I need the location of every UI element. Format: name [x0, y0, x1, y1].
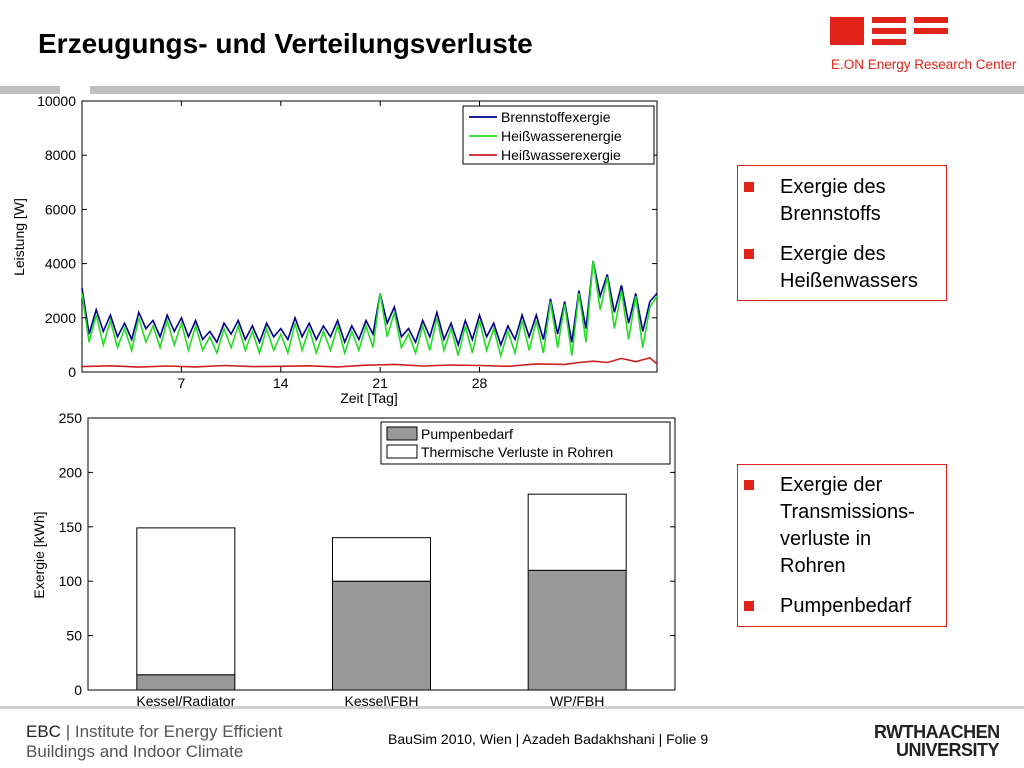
bullet-text: Pumpenbedarf [780, 595, 912, 617]
bullet-box-top: Exergie des Brennstoffs Exergie des Heiß… [737, 165, 947, 301]
x-tick-label: 28 [472, 375, 488, 391]
legend-swatch [386, 426, 418, 441]
footer-institute-line1: Institute for Energy Efficient [74, 722, 283, 741]
x-axis-label: Zeit [Tag] [340, 390, 398, 406]
logo-bar [872, 17, 906, 23]
logo-bar [914, 28, 948, 34]
legend-box [380, 421, 671, 465]
footer-ebc: EBC [26, 722, 61, 741]
bullet-square-icon [744, 182, 754, 192]
y-axis-label: Exergie [kWh] [31, 511, 47, 598]
rwth-logo-line1: RWTHAACHEN [874, 722, 1000, 742]
bullet-text: Exergie der Transmissions-verluste in Ro… [780, 474, 915, 577]
legend-label: Heißwasserenergie [501, 128, 622, 144]
x-tick-label: 21 [372, 375, 388, 391]
bullet-text: Exergie des Heißenwassers [780, 243, 918, 292]
bullet-item: Pumpenbedarf [738, 593, 946, 620]
footer-institute-line2: Buildings and Indoor Climate [26, 742, 244, 761]
header-divider [90, 86, 1024, 94]
bar-segment [527, 493, 627, 571]
rwth-logo: RWTHAACHEN UNIVERSITY [874, 722, 1002, 762]
x-tick-label: Kessel/Radiator [136, 693, 235, 709]
y-tick-label: 200 [59, 464, 83, 480]
logo-block [830, 17, 864, 45]
y-axis-label: Leistung [W] [11, 198, 27, 276]
footer-divider [0, 706, 1024, 709]
series-line [81, 260, 658, 359]
y-tick-label: 6000 [45, 201, 76, 217]
bullet-text: Exergie des Brennstoffs [780, 176, 886, 225]
y-tick-label: 100 [59, 573, 83, 589]
footer-institute: EBC | Institute for Energy Efficient Bui… [26, 722, 283, 761]
legend-swatch [386, 444, 418, 459]
header-divider [0, 86, 60, 94]
bullet-box-bottom: Exergie der Transmissions-verluste in Ro… [737, 464, 947, 627]
y-tick-label: 2000 [45, 310, 76, 326]
y-tick-label: 0 [68, 364, 76, 380]
logo-bar [872, 39, 906, 45]
legend-label: Thermische Verluste in Rohren [421, 444, 613, 460]
x-tick-label: Kessel\FBH [345, 693, 419, 709]
bullet-item: Exergie des Heißenwassers [738, 241, 946, 295]
bullet-item: Exergie des Brennstoffs [738, 174, 946, 228]
y-tick-label: 4000 [45, 256, 76, 272]
legend-label: Heißwasserexergie [501, 147, 621, 163]
bullet-square-icon [744, 601, 754, 611]
bar-segment [136, 527, 236, 676]
bar-segment [332, 537, 431, 582]
eon-logo [830, 17, 948, 45]
footer-caption: BauSim 2010, Wien | Azadeh Badakhshani |… [388, 731, 709, 747]
bar-segment [332, 580, 431, 691]
x-tick-label: 7 [177, 375, 185, 391]
y-tick-label: 50 [66, 628, 82, 644]
bullet-square-icon [744, 249, 754, 259]
y-tick-label: 0 [74, 682, 82, 698]
x-tick-label: WP/FBH [550, 693, 604, 709]
bar-segment [527, 569, 627, 691]
eon-logo-text: E.ON Energy Research Center [831, 57, 1017, 72]
x-tick-label: 14 [273, 375, 289, 391]
y-tick-label: 8000 [45, 147, 76, 163]
series-line [81, 260, 658, 348]
bullet-square-icon [744, 480, 754, 490]
legend-label: Pumpenbedarf [421, 426, 513, 442]
legend-label: Brennstoffexergie [501, 109, 611, 125]
y-tick-label: 150 [59, 519, 83, 535]
y-tick-label: 250 [59, 410, 83, 426]
bullet-item: Exergie der Transmissions-verluste in Ro… [738, 472, 940, 580]
y-tick-label: 10000 [37, 93, 76, 109]
rwth-logo-line2: UNIVERSITY [896, 740, 1000, 760]
page-title: Erzeugungs- und Verteilungsverluste [38, 28, 533, 59]
bar-segment [136, 674, 236, 691]
logo-bar [914, 17, 948, 23]
logo-bar [872, 28, 906, 34]
series-line [81, 357, 658, 368]
